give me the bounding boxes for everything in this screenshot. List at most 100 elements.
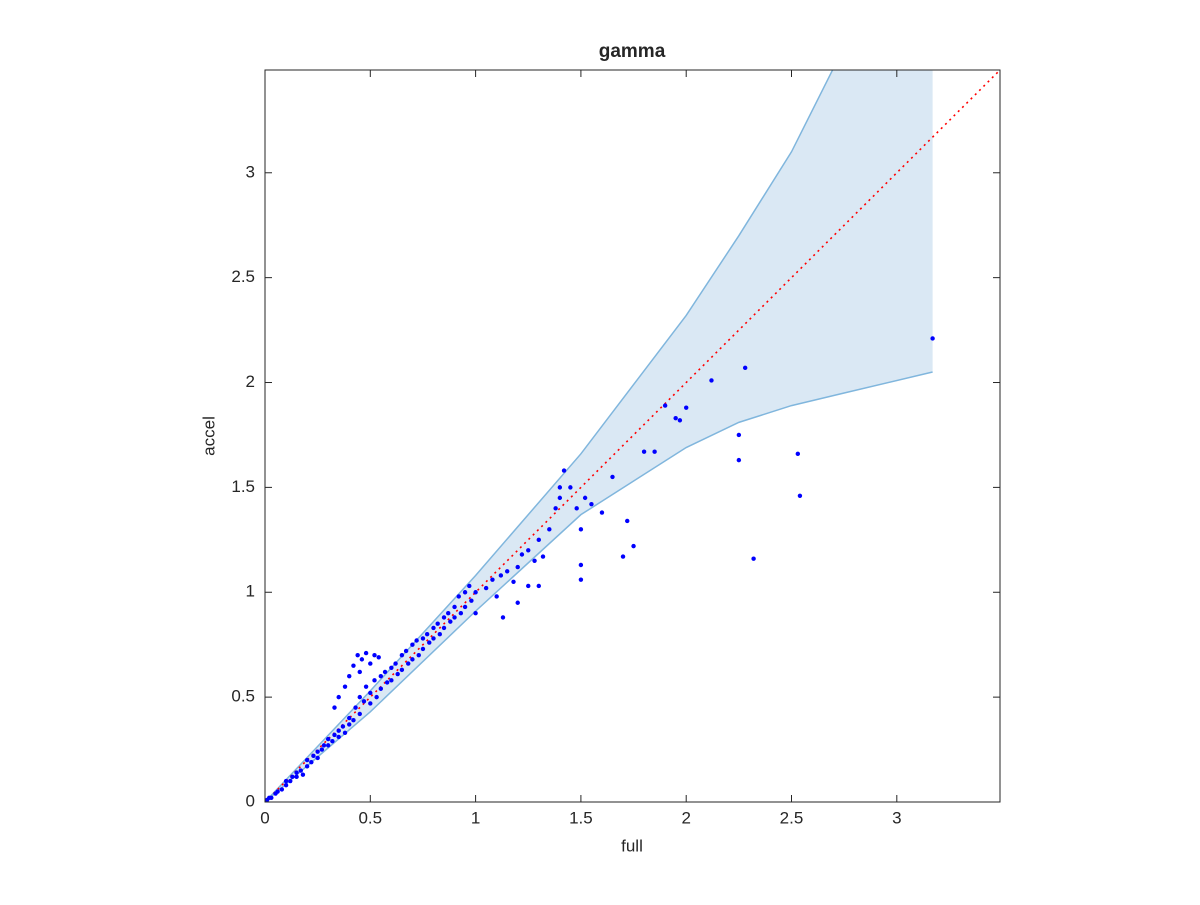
data-point [526, 583, 531, 589]
data-point [473, 611, 478, 616]
data-point [347, 673, 352, 679]
data-point [300, 772, 306, 777]
data-point [372, 678, 377, 683]
data-point [652, 449, 657, 454]
data-point [294, 770, 299, 775]
data-point [709, 378, 714, 383]
data-point [795, 451, 801, 457]
data-point [751, 556, 756, 561]
data-point [378, 673, 384, 679]
data-point [319, 747, 325, 752]
data-point [389, 665, 394, 670]
data-point [315, 755, 320, 761]
data-point [599, 510, 605, 515]
data-point [340, 724, 346, 729]
data-point [332, 705, 337, 710]
data-point [427, 640, 432, 645]
data-point [736, 432, 742, 438]
data-point [547, 527, 552, 532]
data-point [368, 661, 373, 666]
data-point [561, 468, 567, 473]
data-point [515, 600, 520, 605]
data-point [448, 619, 453, 624]
data-point [441, 615, 447, 620]
data-point [342, 684, 348, 689]
data-point [578, 527, 584, 532]
data-point [304, 757, 310, 763]
data-point [384, 680, 390, 685]
data-point [620, 554, 626, 559]
data-point [283, 783, 289, 788]
data-point [431, 636, 436, 641]
data-point [420, 646, 426, 652]
data-point [483, 585, 489, 591]
data-point [347, 715, 352, 721]
axes-box [264, 69, 1001, 803]
data-point [294, 774, 299, 780]
data-point [410, 657, 415, 662]
data-point [414, 638, 419, 643]
data-point [500, 615, 506, 620]
data-point [279, 787, 285, 792]
y-tick-label: 3 [246, 162, 255, 181]
data-point [677, 418, 683, 423]
data-point [393, 661, 398, 666]
data-point [325, 736, 331, 742]
data-point [435, 621, 440, 626]
data-point [504, 569, 510, 574]
data-point [395, 671, 400, 677]
data-point [374, 694, 379, 700]
data-point [399, 652, 405, 658]
data-point [378, 686, 384, 691]
x-tick-label: 0 [260, 808, 269, 827]
data-point [311, 753, 316, 759]
data-point [389, 678, 394, 683]
data-point [536, 537, 541, 543]
data-point [361, 699, 367, 704]
data-point [330, 738, 335, 744]
data-point [355, 652, 360, 658]
data-point [515, 564, 520, 570]
data-point [351, 663, 356, 668]
data-point [363, 684, 369, 689]
data-point [420, 636, 426, 641]
data-point [684, 405, 689, 410]
data-point [325, 743, 331, 748]
data-point [742, 365, 748, 371]
y-axis-label: accel [199, 416, 218, 456]
data-point [298, 768, 304, 773]
x-tick-label: 1.5 [569, 808, 593, 827]
x-tick-label: 1 [471, 808, 480, 827]
data-point [288, 778, 293, 784]
data-point [578, 562, 584, 568]
data-point [557, 495, 563, 501]
data-point [437, 632, 442, 637]
data-point [290, 774, 295, 780]
data-point [376, 655, 381, 660]
data-point [342, 730, 348, 735]
reference-line [265, 70, 1000, 802]
chart-title: gamma [599, 41, 666, 62]
y-tick-label: 1 [246, 582, 255, 601]
x-tick-label: 3 [892, 808, 901, 827]
confidence-band [265, 70, 933, 802]
data-point [416, 652, 421, 658]
data-point [403, 648, 409, 654]
data-point [578, 577, 584, 582]
data-point [553, 506, 558, 511]
data-point [532, 558, 537, 563]
data-point [582, 495, 588, 501]
data-point [452, 615, 457, 620]
data-point [283, 778, 289, 784]
data-point [511, 579, 516, 584]
data-point [526, 548, 531, 553]
data-point [519, 552, 525, 557]
data-point [462, 590, 468, 595]
x-tick-label: 2.5 [780, 808, 804, 827]
data-point [368, 701, 373, 706]
data-point [357, 694, 362, 700]
data-point [536, 583, 541, 589]
data-point [269, 795, 274, 801]
data-point [372, 652, 377, 658]
